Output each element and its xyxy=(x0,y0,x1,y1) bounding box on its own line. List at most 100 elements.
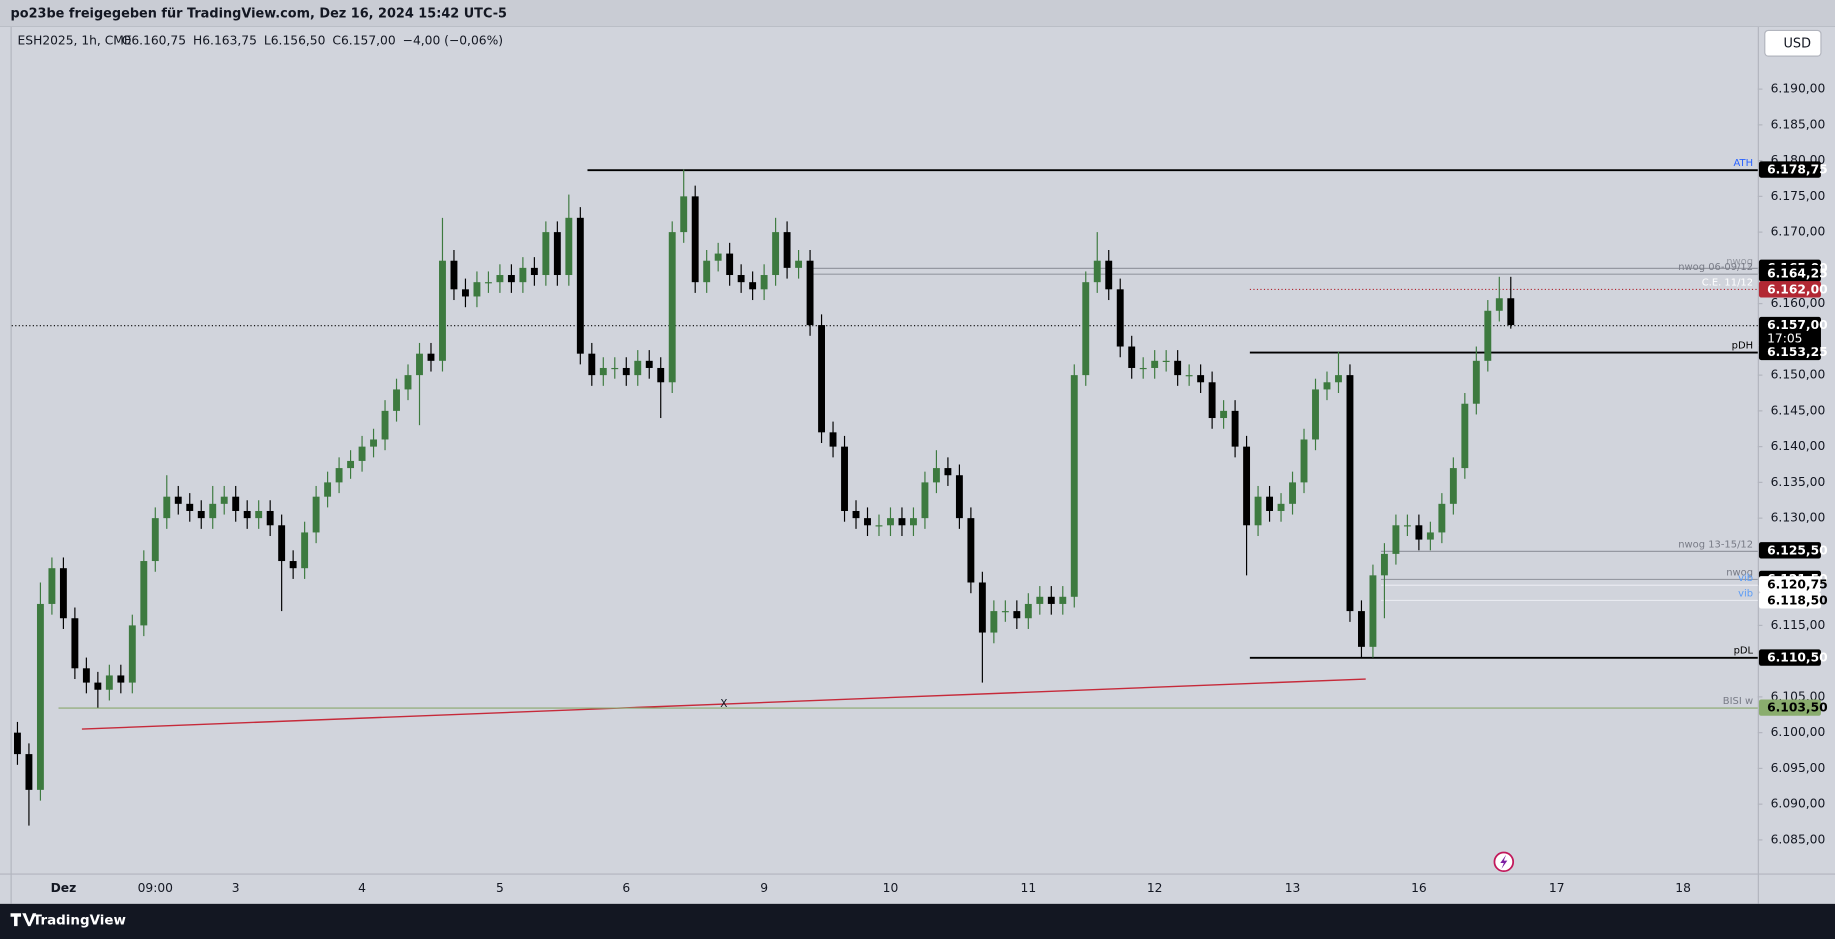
x-tick-label: 6 xyxy=(622,881,630,895)
y-tick-label: 6.160,00 xyxy=(1771,296,1826,310)
candle-body xyxy=(852,510,860,519)
candle-body xyxy=(1116,289,1124,347)
candle-body xyxy=(450,260,458,290)
ohlc-label: O6.160,75 xyxy=(122,33,186,47)
candle-body xyxy=(416,353,423,376)
currency-label[interactable]: USD xyxy=(1784,36,1812,51)
level-tag-label: 6.118,50 xyxy=(1767,593,1828,607)
candle-body xyxy=(519,267,527,283)
candle-body xyxy=(910,518,917,526)
candle-body xyxy=(875,525,883,527)
candle-body xyxy=(209,503,217,519)
candle-body xyxy=(393,389,400,411)
x-tick-label: 11 xyxy=(1021,881,1037,895)
candle-body xyxy=(289,561,297,569)
candle-body xyxy=(25,754,33,790)
level-tag xyxy=(1758,265,1821,282)
candle-body xyxy=(542,232,550,276)
candle-body xyxy=(530,267,538,276)
x-tick-label: 09:00 xyxy=(138,881,173,895)
candle-body xyxy=(117,675,125,683)
candle-body xyxy=(484,282,492,284)
level-name: nwog xyxy=(1726,256,1753,267)
x-tick-label: 5 xyxy=(496,881,504,895)
level-tag xyxy=(1758,161,1821,178)
level-tag xyxy=(1758,542,1821,559)
candle-body xyxy=(1380,553,1388,576)
x-tick-label: 10 xyxy=(883,881,899,895)
candle-body xyxy=(232,496,240,511)
candle-body xyxy=(1036,596,1044,604)
ohlc-label: −4,00 (−0,06%) xyxy=(403,33,503,47)
candle-body xyxy=(1128,346,1136,368)
ohlc-label: H6.163,75 xyxy=(193,33,257,47)
trendline-label: X xyxy=(720,698,727,710)
y-tick-label: 6.145,00 xyxy=(1771,403,1826,417)
candle-body xyxy=(634,360,642,376)
candle-body xyxy=(1047,596,1055,604)
candle-body xyxy=(1070,375,1078,597)
candle-body xyxy=(507,275,515,283)
candle-body xyxy=(990,611,998,633)
candle-body xyxy=(1369,575,1377,647)
level-tag-label: 6.164,25 xyxy=(1767,266,1828,280)
candle-body xyxy=(622,367,630,376)
candle-body xyxy=(404,375,412,390)
candle-body xyxy=(439,260,446,361)
candle-body xyxy=(243,510,251,519)
level-name: vib xyxy=(1738,588,1753,599)
candle-body xyxy=(783,232,791,268)
candle-body xyxy=(749,282,757,290)
candle-body xyxy=(1266,496,1274,511)
candle-body xyxy=(1461,403,1469,469)
currency-button[interactable] xyxy=(1764,29,1822,57)
level-tag xyxy=(1758,592,1821,609)
candle-body xyxy=(1139,367,1147,370)
ohlc-label: C6.157,00 xyxy=(332,33,395,47)
y-tick-label: 6.090,00 xyxy=(1771,797,1826,811)
level-tag-label: 6.125,50 xyxy=(1767,543,1828,557)
candle-body xyxy=(94,682,102,690)
candle-body xyxy=(1495,298,1503,311)
candle-body xyxy=(565,217,573,276)
candle-body xyxy=(1197,375,1205,383)
level-name: nwog xyxy=(1726,567,1753,578)
candle-body xyxy=(381,410,389,440)
last-price-tag xyxy=(1758,316,1821,348)
candle-body xyxy=(1024,603,1032,619)
candle-body xyxy=(944,468,952,476)
candle-body xyxy=(898,518,906,526)
candle-body xyxy=(14,732,21,755)
alert-icon-bolt xyxy=(1500,854,1508,869)
candle-body xyxy=(657,367,665,383)
candle-body xyxy=(645,360,653,368)
candle-body xyxy=(611,367,619,370)
candle-body xyxy=(1231,410,1239,447)
candle-body xyxy=(197,510,205,519)
candle-body xyxy=(795,260,803,268)
level-name: pDH xyxy=(1732,341,1753,352)
candle-body xyxy=(496,275,504,283)
y-tick-label: 6.190,00 xyxy=(1771,82,1826,96)
candle-body xyxy=(1059,596,1067,604)
candle-body xyxy=(726,253,734,276)
candle-body xyxy=(1208,382,1216,419)
candle-body xyxy=(921,482,929,519)
x-tick-label: 12 xyxy=(1147,881,1163,895)
candle-body xyxy=(1312,389,1319,440)
candle-body xyxy=(841,446,848,511)
level-name: vib xyxy=(1738,573,1753,584)
candle-body xyxy=(1289,482,1296,504)
candle-body xyxy=(128,625,136,683)
candle-body xyxy=(1426,532,1434,540)
symbol-title: ESH2025, 1h, CME xyxy=(18,33,132,47)
candle-body xyxy=(59,568,67,619)
candle-body xyxy=(278,525,286,562)
y-tick-label: 6.140,00 xyxy=(1771,439,1826,453)
candle-body xyxy=(887,518,894,526)
level-name: ATH xyxy=(1733,158,1753,169)
candle-body xyxy=(829,432,837,447)
candle-body xyxy=(301,532,309,569)
x-tick-label: 16 xyxy=(1411,881,1427,895)
